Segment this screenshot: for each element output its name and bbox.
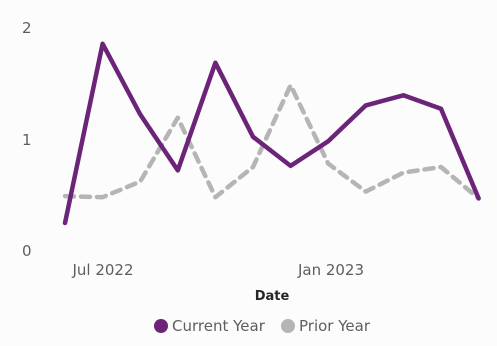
x-axis-ticks: Jul 2022 Jan 2023 bbox=[71, 261, 364, 279]
x-tick-label: Jul 2022 bbox=[71, 261, 133, 279]
series-line-prior-year[interactable] bbox=[62, 82, 481, 201]
legend-marker-current-year bbox=[154, 319, 168, 333]
x-tick-label: Jan 2023 bbox=[297, 261, 364, 279]
legend-item-prior-year[interactable]: Prior Year bbox=[281, 317, 371, 335]
y-tick-label: 2 bbox=[22, 19, 32, 37]
legend-label-prior-year: Prior Year bbox=[299, 317, 371, 335]
y-axis-ticks: 0 1 2 bbox=[22, 19, 32, 260]
legend-item-current-year[interactable]: Current Year bbox=[154, 317, 266, 335]
x-axis-title: Date bbox=[255, 289, 290, 304]
legend-marker-prior-year bbox=[281, 319, 295, 333]
legend-label-current-year: Current Year bbox=[172, 317, 266, 335]
series-layer bbox=[62, 41, 481, 226]
y-tick-label: 0 bbox=[22, 242, 32, 260]
y-tick-label: 1 bbox=[22, 131, 32, 149]
legend: Current Year Prior Year bbox=[154, 317, 371, 335]
series-line-current-year[interactable] bbox=[62, 41, 481, 226]
